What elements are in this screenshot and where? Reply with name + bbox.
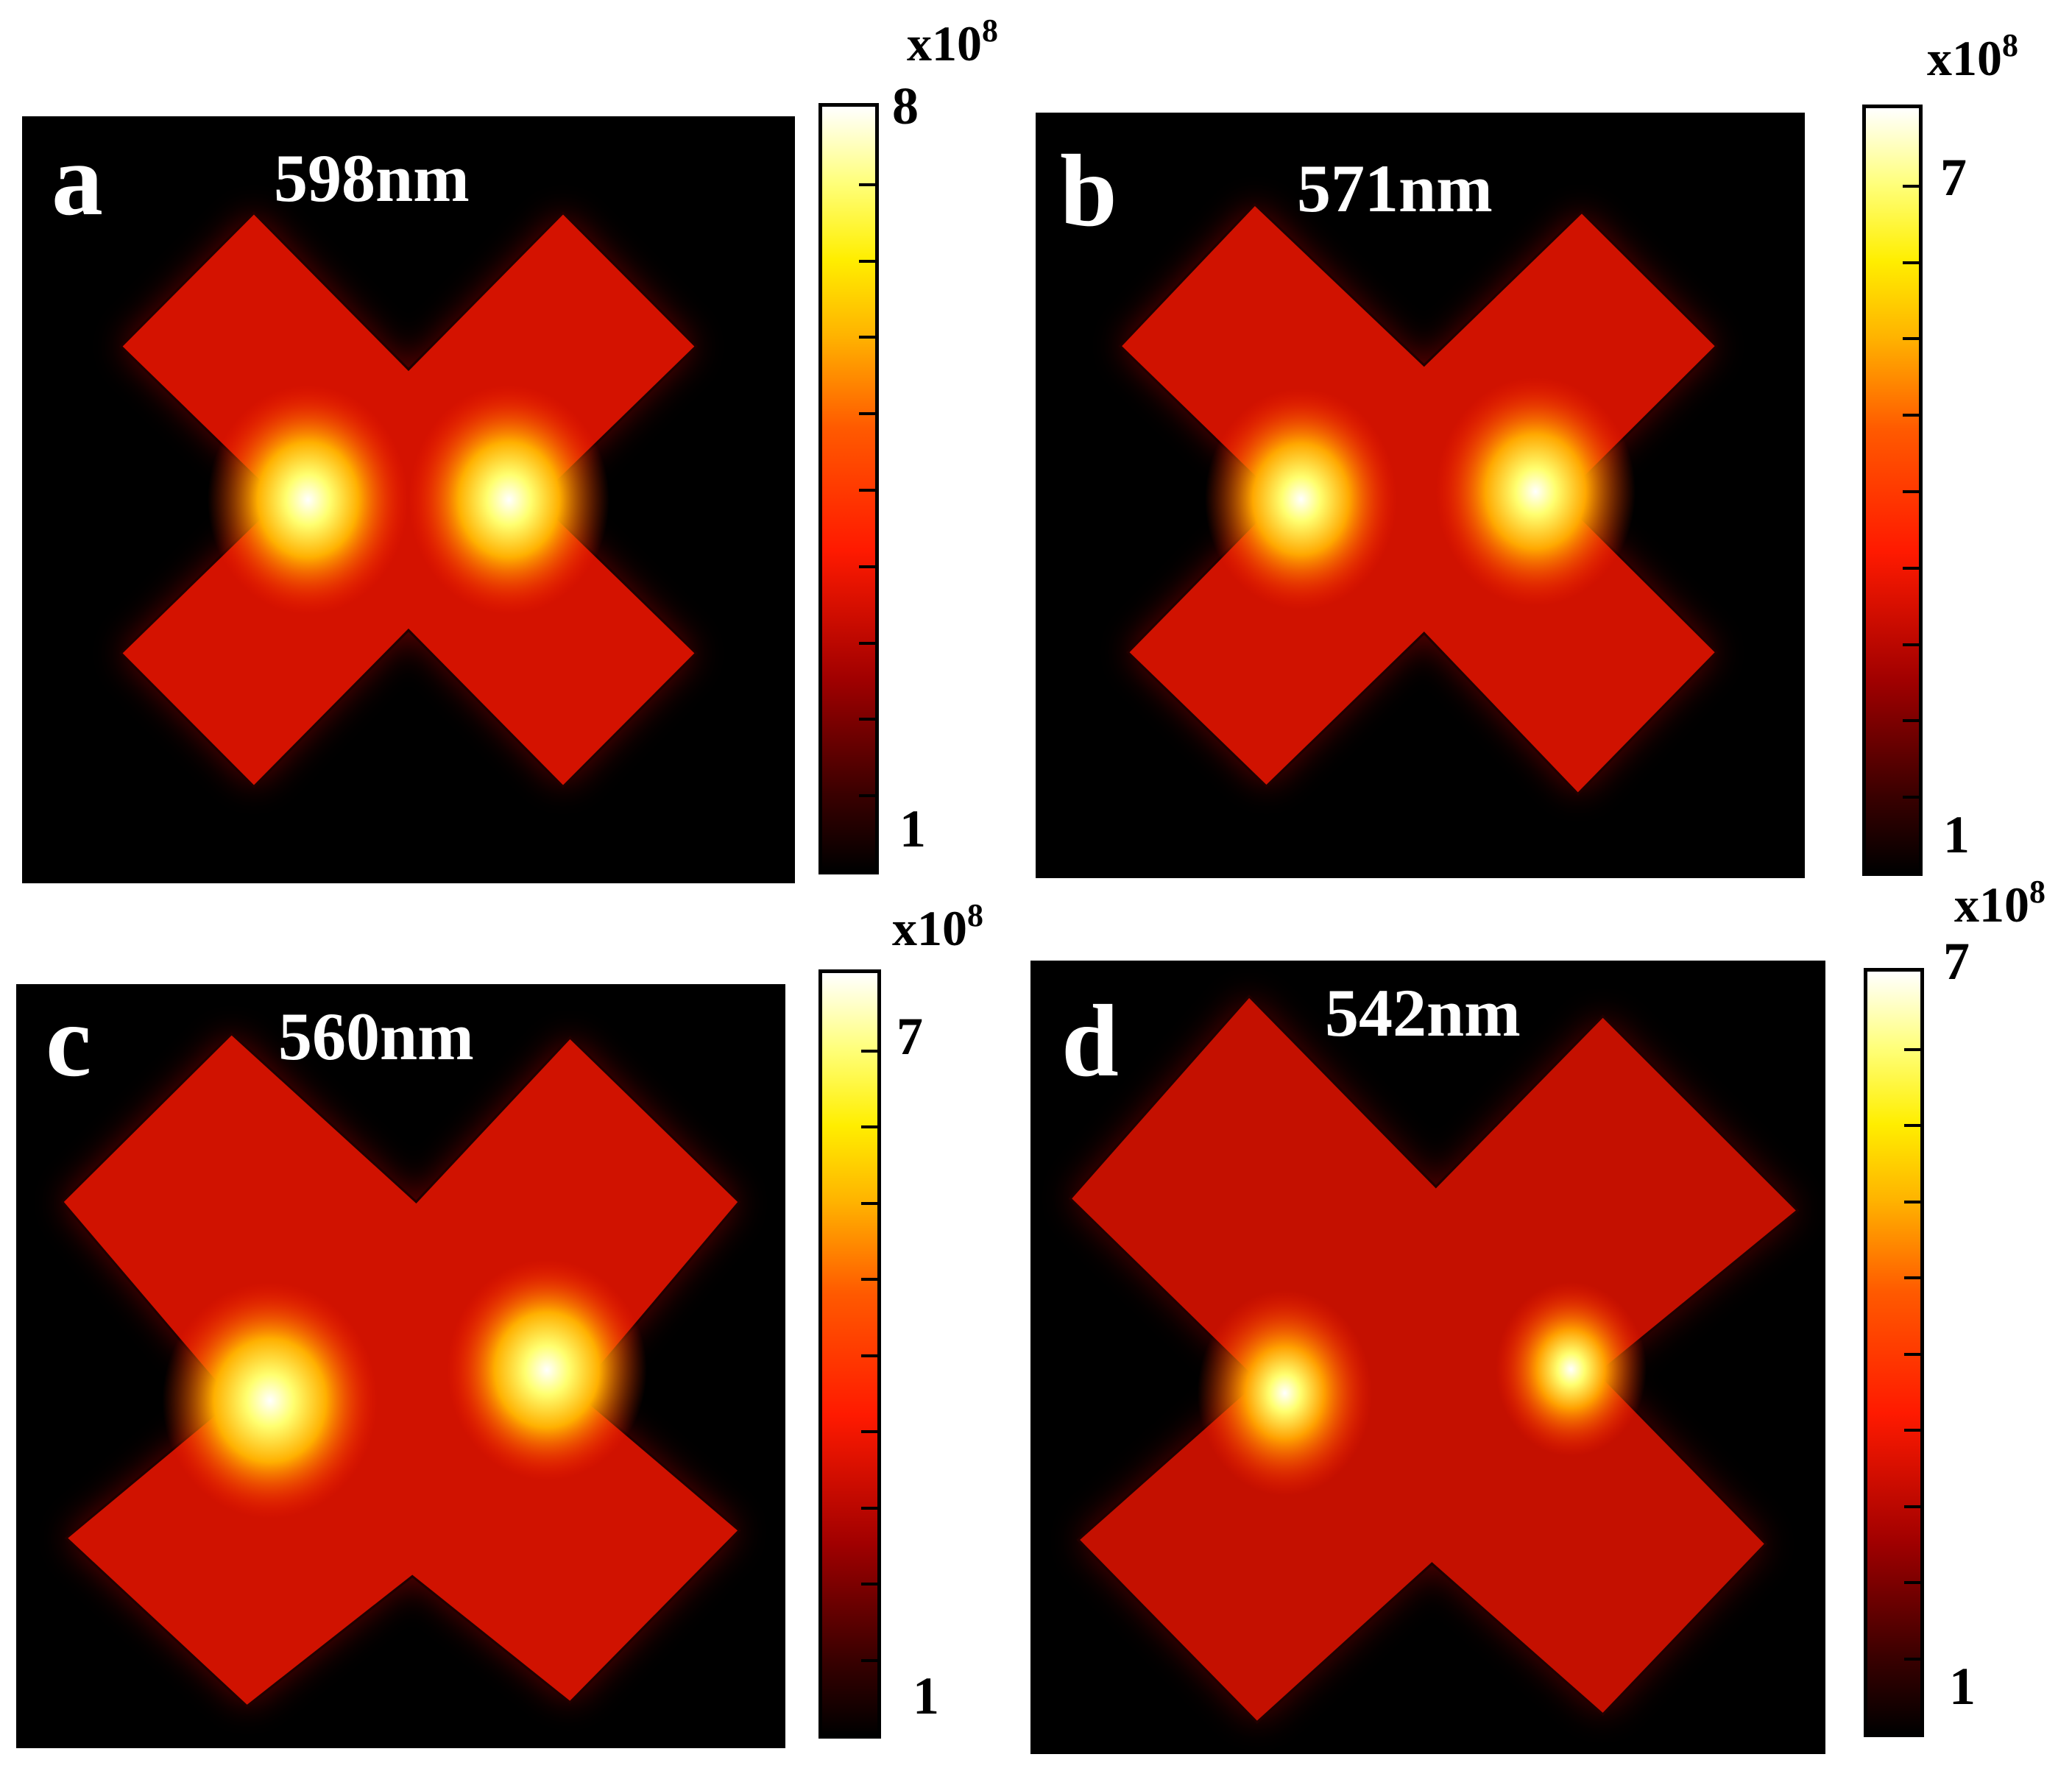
cross-plot-d: [1068, 994, 1800, 1725]
colorbar-max-label: 7: [1940, 148, 1967, 207]
cross-plot-a: [119, 211, 698, 788]
hotspot-left: [162, 1282, 378, 1519]
wavelength-label: 560nm: [278, 999, 474, 1074]
cross-plot-b: [1118, 202, 1719, 796]
cross-shape: [1118, 202, 1719, 796]
colorbar: [818, 103, 879, 874]
scale-base: x10: [892, 900, 967, 956]
hotspot-right: [1435, 376, 1636, 607]
colorbar-min-label: 1: [913, 1666, 939, 1725]
field-map-b: [1036, 113, 1805, 878]
scale-exponent: 8: [2029, 874, 2046, 910]
wavelength-label: 598nm: [274, 141, 470, 216]
colorbar: [818, 969, 881, 1739]
scale-base: x10: [907, 15, 982, 71]
colorbar-min-label: 1: [1943, 805, 1970, 864]
colorbar-scale: x108: [1927, 27, 2018, 86]
colorbar-max-label: 7: [897, 1007, 923, 1066]
cross-shape: [1068, 994, 1800, 1725]
colorbar-scale: x108: [907, 13, 998, 71]
scale-base: x10: [1954, 877, 2029, 933]
field-map-a: [22, 116, 795, 883]
field-map-c: [16, 984, 785, 1748]
hotspot-right: [409, 384, 609, 615]
field-map-d: [1030, 961, 1825, 1754]
wavelength-label: 571nm: [1297, 151, 1493, 226]
scale-exponent: 8: [982, 13, 998, 49]
colorbar-min-label: 1: [899, 799, 926, 858]
hotspot-right: [447, 1259, 647, 1481]
panel-letter: b: [1060, 134, 1117, 248]
hotspot-left: [1204, 388, 1398, 610]
colorbar-max-label: 8: [892, 77, 919, 135]
hotspot-right: [1495, 1282, 1647, 1457]
colorbar-scale: x108: [1954, 876, 2046, 930]
scale-base: x10: [1927, 30, 2002, 86]
panel-letter: a: [52, 123, 103, 237]
colorbar: [1864, 968, 1924, 1737]
hotspot-left: [1197, 1290, 1373, 1496]
panel-letter: d: [1061, 984, 1119, 1098]
cross-shape: [60, 1032, 741, 1708]
panel-letter: c: [46, 984, 92, 1098]
cross-plot-c: [60, 1032, 741, 1708]
colorbar: [1862, 105, 1923, 876]
colorbar-scale: x108: [892, 897, 983, 956]
scale-exponent: 8: [2002, 27, 2018, 63]
colorbar-max-label: 7: [1943, 932, 1970, 991]
wavelength-label: 542nm: [1325, 975, 1521, 1050]
colorbar-min-label: 1: [1949, 1657, 1976, 1716]
hotspot-left: [208, 384, 409, 615]
scale-exponent: 8: [967, 897, 983, 933]
